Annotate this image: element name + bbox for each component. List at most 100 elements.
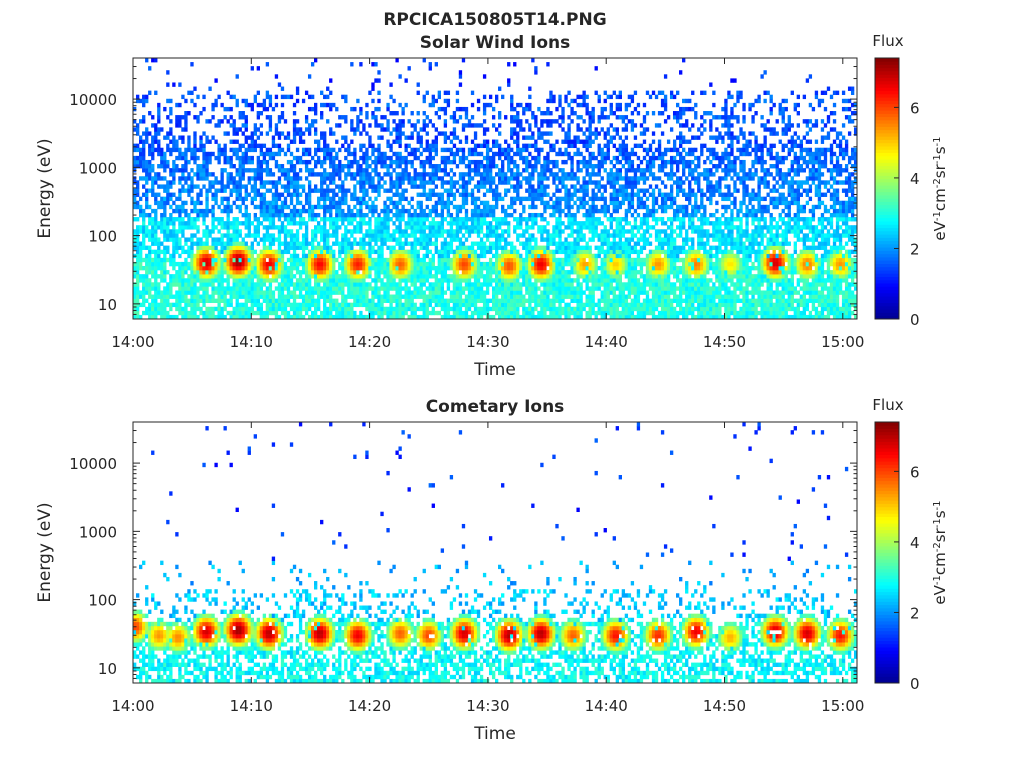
spectrogram-cell [163,176,167,181]
spectrogram-cell [136,282,140,287]
spectrogram-cell [232,249,236,255]
spectrogram-cell [250,155,254,161]
spectrogram-cell [151,249,155,255]
spectrogram-cell [519,123,523,128]
spectrogram-cell [247,245,251,250]
spectrogram-cell [283,245,288,250]
spectrogram-cell [482,294,487,299]
spectrogram-cell [519,221,523,226]
spectrogram-cell [534,204,538,210]
spectrogram-cell [522,233,526,238]
spectrogram-cell [540,245,544,250]
spectrogram-cell [398,245,402,250]
spectrogram-cell [142,298,146,303]
spectrogram-cell [139,176,143,181]
spectrogram-cell [304,310,309,316]
spectrogram-cell [256,164,260,169]
spectrogram-cell [202,131,206,136]
spectrogram-cell [359,282,363,287]
spectrogram-cell [347,302,351,308]
spectrogram-cell [250,139,254,144]
spectrogram-cell [262,143,267,149]
spectrogram-cell [247,192,251,197]
spectrogram-cell [528,180,532,185]
spectrogram-cell [326,282,330,287]
spectrogram-cell [314,310,318,316]
spectrogram-cell [136,229,140,234]
spectrogram-cell [283,200,288,206]
spectrogram-cell [154,241,158,246]
spectrogram-cell [419,257,423,263]
spectrogram-cell [175,147,179,153]
spectrogram-cell [295,208,300,214]
spectrogram-cell [307,131,312,136]
spectrogram-cell [431,102,435,108]
spectrogram-cell [470,241,475,246]
spectrogram-cell [151,176,155,181]
spectrogram-cell [283,278,288,283]
spectrogram-cell [365,111,369,116]
spectrogram-cell [455,274,460,279]
spectrogram-cell [425,143,429,149]
spectrogram-cell [295,172,300,177]
spectrogram-cell [184,265,188,271]
spectrogram-cell [458,261,463,267]
spectrogram-cell [540,147,544,153]
spectrogram-cell [383,200,387,206]
spectrogram-cell [525,253,529,259]
spectrogram-cell [199,147,203,153]
spectrogram-cell [401,229,405,234]
spectrogram-cell [386,102,390,108]
spectrogram-cell [540,184,544,189]
spectrogram-cell [341,290,345,295]
spectrogram-cell [534,123,538,128]
spectrogram-cell [495,233,499,238]
spectrogram-cell [434,249,438,255]
spectrogram-cell [262,184,267,189]
spectrogram-cell [368,237,372,242]
spectrogram-cell [259,164,264,169]
spectrogram-cell [446,208,451,214]
spectrogram-cell [365,298,369,303]
spectrogram-cell [244,155,248,161]
spectrogram-cell [407,233,411,238]
spectrogram-cell [365,200,369,206]
spectrogram-cell [425,261,429,267]
spectrogram-cell [202,151,206,157]
spectrogram-cell [446,241,451,246]
spectrogram-cell [498,257,502,263]
spectrogram-cell [449,176,454,181]
spectrogram-cell [485,151,490,157]
spectrogram-cell [449,261,454,267]
spectrogram-cell [371,168,375,173]
spectrogram-cell [437,278,441,283]
spectrogram-cell [389,237,393,242]
spectrogram-cell [178,241,182,246]
spectrogram-cell [504,192,508,197]
spectrogram-cell [522,159,526,165]
spectrogram-cell [488,257,493,263]
spectrogram-cell [208,229,212,234]
spectrogram-cell [181,221,185,226]
spectrogram-cell [283,229,288,234]
spectrogram-cell [422,233,426,238]
spectrogram-cell [178,225,182,230]
spectrogram-cell [148,151,152,157]
spectrogram-cell [262,270,267,275]
spectrogram-cell [190,278,194,283]
spectrogram-cell [341,282,345,287]
spectrogram-cell [543,159,547,165]
spectrogram-cell [392,159,396,165]
spectrogram-cell [516,233,520,238]
spectrogram-cell [344,139,348,144]
spectrogram-cell [211,257,215,263]
spectrogram-cell [241,212,245,218]
spectrogram-cell [485,245,490,250]
spectrogram-cell [295,278,300,283]
spectrogram-cell [398,200,402,206]
spectrogram-cell [458,225,463,230]
spectrogram-cell [310,94,315,100]
spectrogram-cell [235,233,239,238]
spectrogram-cell [320,257,324,263]
spectrogram-cell [157,111,161,116]
